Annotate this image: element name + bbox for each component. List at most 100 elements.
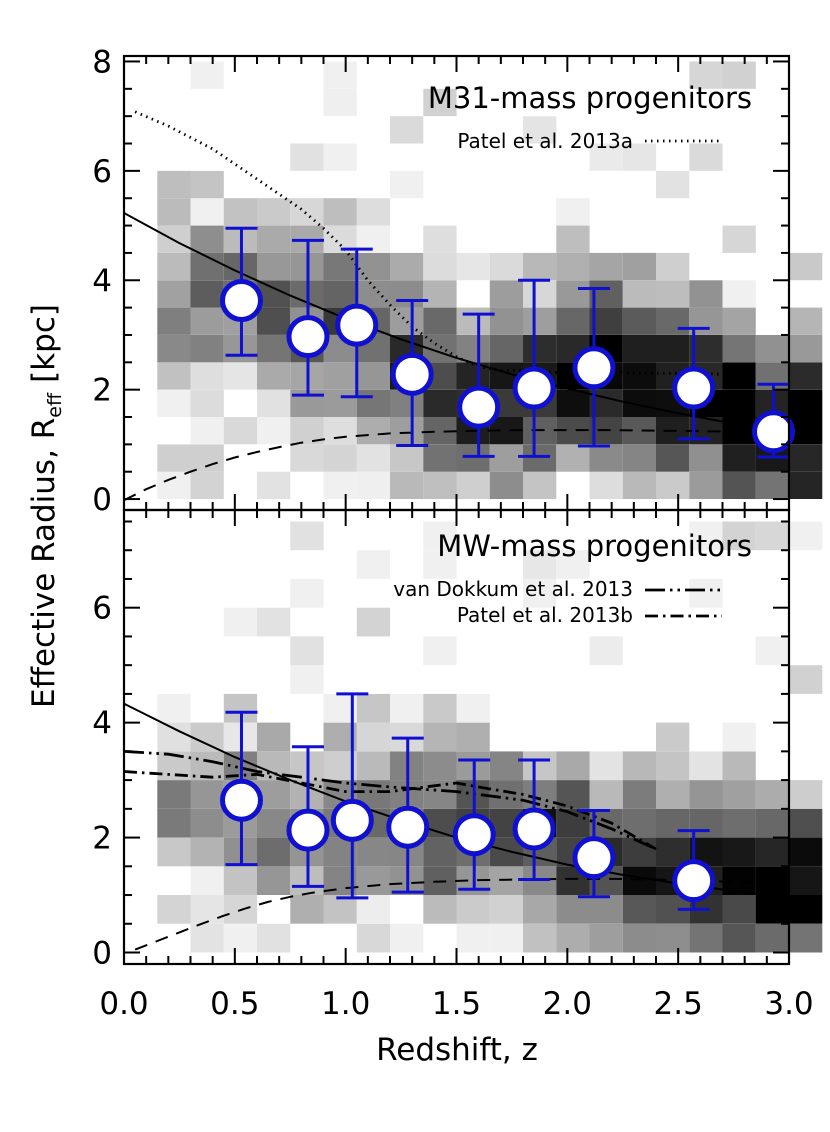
top-density-cell [556, 280, 590, 308]
bottom-density-cell [656, 722, 690, 752]
top-density-cell [157, 280, 191, 308]
bottom-density-cell [190, 923, 224, 953]
top-density-cell [323, 198, 357, 226]
x-axis-label: Redshift, z [376, 1032, 538, 1068]
top-density-cell [356, 417, 391, 445]
top-density-cell [356, 198, 391, 226]
top-y-tick-label: 4 [92, 263, 112, 299]
x-tick-label: 2.0 [543, 986, 592, 1022]
top-density-cell [489, 307, 524, 335]
bottom-density-cell [755, 837, 789, 867]
bottom-density-cell [190, 837, 224, 867]
top-density-cell [390, 444, 424, 472]
top-density-cell [622, 307, 657, 335]
bottom-density-cell [489, 751, 524, 781]
top-density-cell [589, 252, 623, 281]
bottom-density-cell [323, 895, 357, 924]
top-density-cell [556, 307, 590, 335]
top-density-cell [589, 444, 623, 472]
top-density-cell [190, 417, 224, 445]
top-density-cell [190, 444, 224, 472]
top-density-cell [489, 471, 524, 499]
bottom-density-cell [656, 923, 690, 953]
bottom-data-point [572, 836, 616, 880]
top-density-cell [656, 307, 690, 335]
bottom-density-cell [789, 923, 823, 953]
bottom-density-cell [423, 636, 457, 666]
bottom-density-cell [489, 923, 524, 953]
bottom-density-cell [257, 866, 291, 895]
bottom-density-cell [789, 837, 823, 867]
y-axis-label-sub: eff [44, 392, 66, 418]
top-density-cell [223, 417, 258, 445]
bottom-density-cell [556, 923, 590, 953]
top-density-cell [323, 444, 357, 472]
top-density-cell [190, 471, 224, 499]
top-density-cell [622, 362, 657, 390]
bottom-density-cell [456, 693, 490, 723]
top-density-cell [423, 225, 457, 253]
top-density-cell [523, 307, 557, 335]
top-density-cell [390, 280, 424, 308]
top-density-cell [656, 471, 690, 499]
bottom-density-cell [689, 780, 723, 809]
bottom-density-cell [190, 895, 224, 924]
top-density-cell [556, 198, 590, 226]
bottom-density-cell [722, 923, 756, 953]
bottom-density-cell [356, 550, 391, 579]
top-density-cell [423, 471, 457, 499]
top-density-cell [157, 335, 191, 363]
bottom-density-cell [190, 780, 224, 809]
bottom-density-cell [157, 837, 191, 867]
top-density-cell [257, 198, 291, 226]
bottom-density-cell [789, 665, 823, 694]
top-density-cell [523, 444, 557, 472]
bottom-density-cell [589, 780, 623, 809]
bottom-density-cell [622, 923, 657, 953]
top-density-cell [257, 362, 291, 390]
y-axis-label-unit: [kpc] [26, 304, 62, 383]
bottom-axes: 0 2 4 6 0.0 0.5 1.0 1.5 2.0 2.5 3.0 [92, 508, 814, 1022]
x-tick-label: 3.0 [764, 986, 813, 1022]
top-data-point [335, 303, 379, 347]
bottom-density-cell [755, 780, 789, 809]
bottom-legend-label-2: Patel et al. 2013b [457, 603, 633, 627]
top-density-cell [689, 280, 723, 308]
bottom-density-cell [157, 780, 191, 809]
top-density-cell [356, 252, 391, 281]
top-density-cell [722, 225, 756, 253]
bottom-density-cell [722, 895, 756, 924]
top-density-cell [390, 417, 424, 445]
bottom-density-cell [589, 895, 623, 924]
top-y-tick-label: 8 [92, 44, 112, 80]
bottom-density-cell [789, 866, 823, 895]
top-density-cell [190, 389, 224, 417]
bottom-density-cell [689, 521, 723, 551]
top-density-cell [722, 280, 756, 308]
bottom-density-cell [423, 693, 457, 723]
top-y-tick-label: 0 [92, 482, 112, 518]
bottom-density-cell [722, 521, 756, 551]
bottom-density-cell [190, 751, 224, 781]
bottom-density-cell [290, 895, 324, 924]
top-density-cell [722, 417, 756, 445]
top-density-cell [323, 143, 357, 171]
top-panel-title: M31-mass progenitors [428, 81, 752, 115]
bottom-data-point [672, 859, 716, 903]
bottom-density-cell [190, 722, 224, 752]
bottom-density-cell [356, 866, 391, 895]
bottom-data-point [219, 778, 263, 822]
bottom-density-cell [423, 550, 457, 579]
top-density-cell [589, 471, 623, 499]
top-density-cell [356, 444, 391, 472]
bottom-density-cell [556, 751, 590, 781]
bottom-density-cell [423, 722, 457, 752]
top-density-cell [423, 389, 457, 417]
top-data-point [457, 385, 501, 429]
top-density-cell [789, 389, 823, 417]
top-density-cell [556, 225, 590, 253]
top-density-cell [157, 444, 191, 472]
top-density-cell [356, 280, 391, 308]
top-density-cell [323, 280, 357, 308]
top-density-cell [689, 471, 723, 499]
